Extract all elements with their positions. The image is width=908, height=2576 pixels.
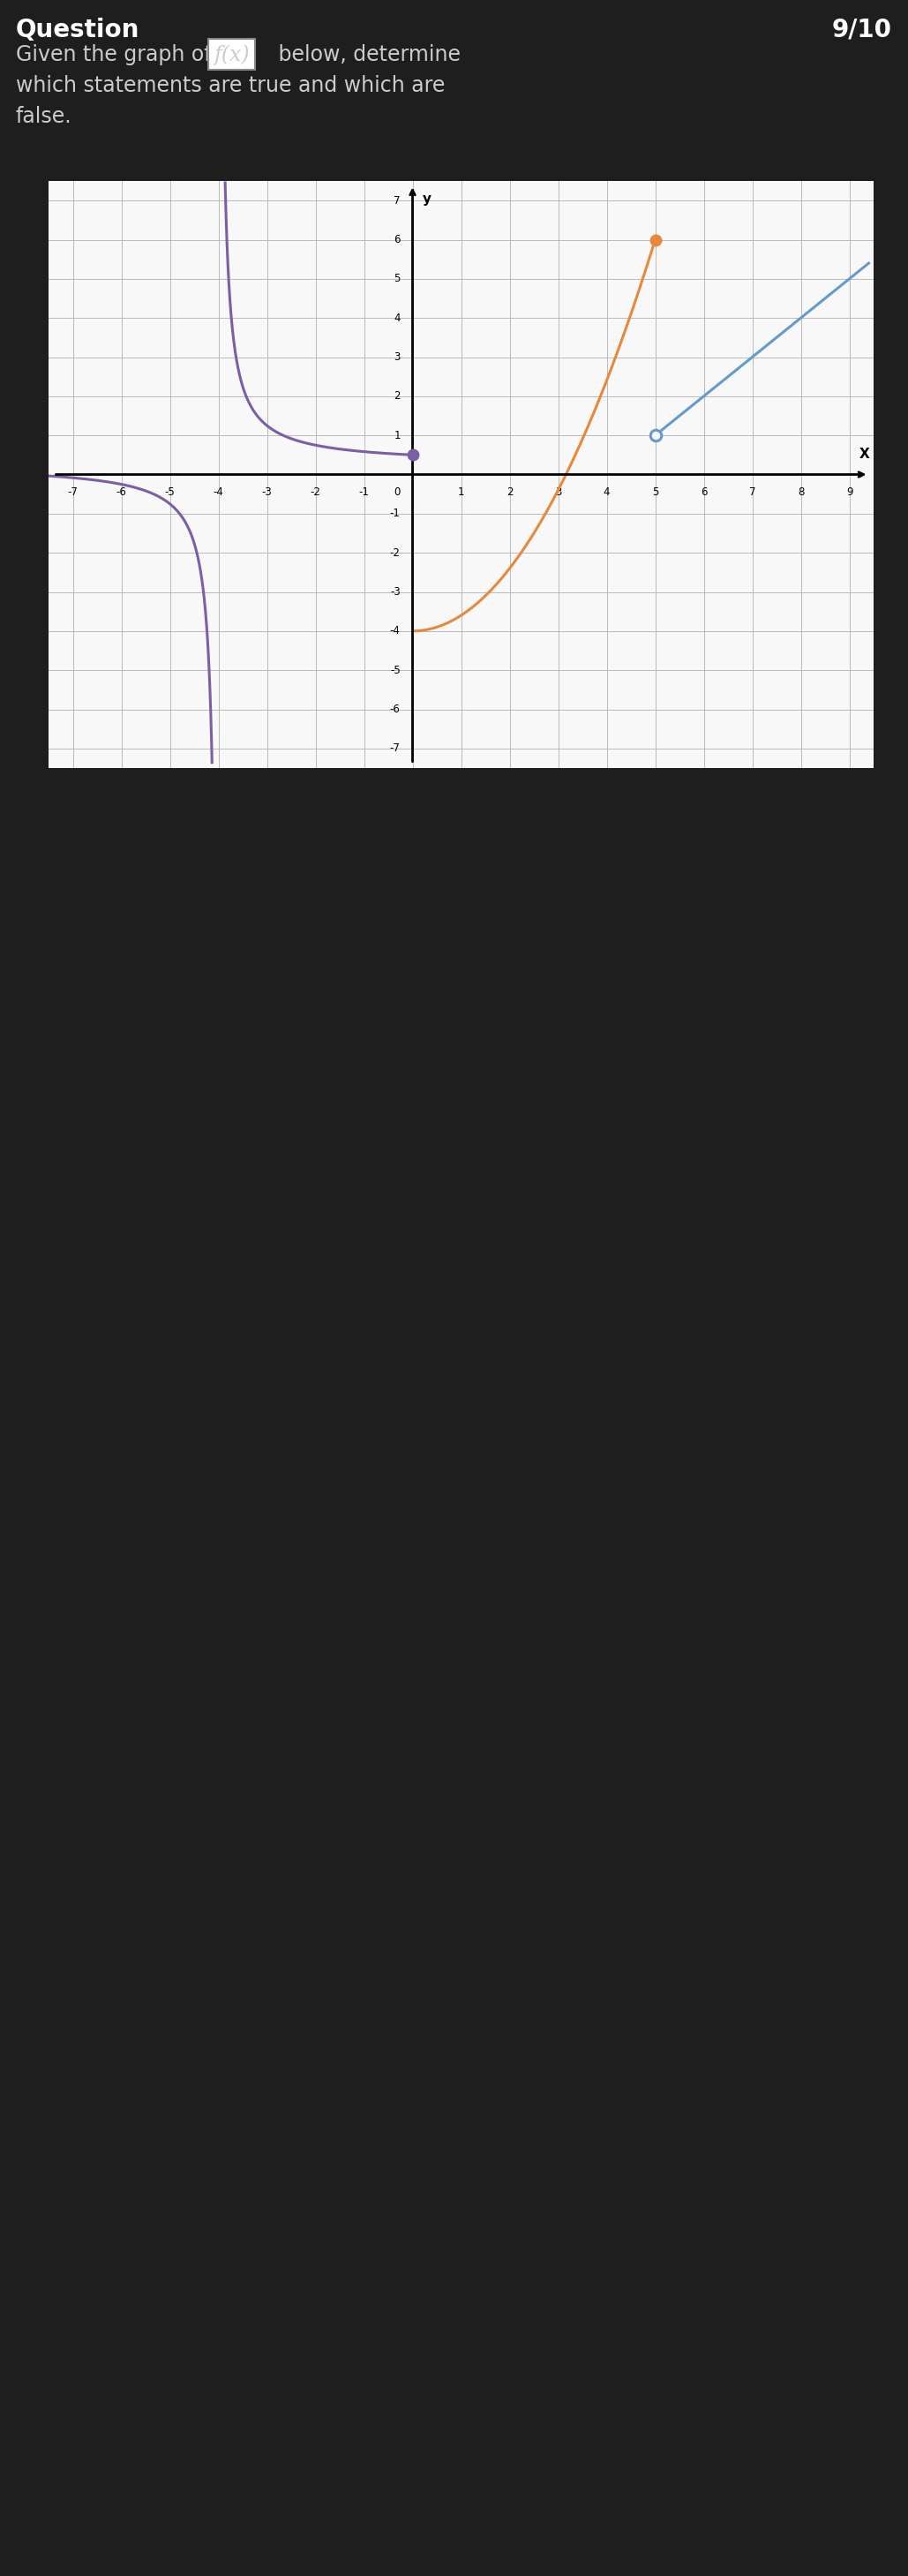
Text: false.: false. bbox=[15, 106, 72, 126]
Text: 9/10: 9/10 bbox=[832, 18, 893, 41]
Text: -2: -2 bbox=[390, 546, 400, 559]
Text: 4: 4 bbox=[603, 487, 610, 497]
Text: -2: -2 bbox=[311, 487, 321, 497]
Text: 5: 5 bbox=[394, 273, 400, 283]
Text: X: X bbox=[859, 448, 869, 461]
Text: -6: -6 bbox=[390, 703, 400, 716]
Text: Given the graph of: Given the graph of bbox=[15, 44, 218, 64]
Text: -6: -6 bbox=[116, 487, 126, 497]
Text: -3: -3 bbox=[390, 587, 400, 598]
Text: Question: Question bbox=[15, 18, 140, 41]
Text: -5: -5 bbox=[164, 487, 175, 497]
Text: 0: 0 bbox=[394, 487, 400, 497]
Text: 9: 9 bbox=[846, 487, 853, 497]
Text: 8: 8 bbox=[797, 487, 804, 497]
Text: 3: 3 bbox=[394, 350, 400, 363]
Text: -1: -1 bbox=[390, 507, 400, 520]
Text: 2: 2 bbox=[394, 392, 400, 402]
Text: -4: -4 bbox=[390, 626, 400, 636]
Text: 3: 3 bbox=[555, 487, 561, 497]
Text: f(x): f(x) bbox=[213, 44, 250, 64]
Text: which statements are true and which are: which statements are true and which are bbox=[15, 75, 445, 95]
Text: 2: 2 bbox=[507, 487, 513, 497]
Text: 7: 7 bbox=[394, 196, 400, 206]
Text: -7: -7 bbox=[67, 487, 78, 497]
Text: 7: 7 bbox=[749, 487, 755, 497]
Text: 1: 1 bbox=[394, 430, 400, 440]
Text: 6: 6 bbox=[700, 487, 707, 497]
Text: 1: 1 bbox=[458, 487, 464, 497]
Text: below, determine: below, determine bbox=[271, 44, 460, 64]
Text: 6: 6 bbox=[394, 234, 400, 245]
Text: 4: 4 bbox=[394, 312, 400, 325]
Text: -7: -7 bbox=[390, 742, 400, 755]
Text: y: y bbox=[422, 193, 431, 206]
Text: 5: 5 bbox=[652, 487, 658, 497]
Text: -4: -4 bbox=[213, 487, 223, 497]
Text: -1: -1 bbox=[359, 487, 370, 497]
Text: -3: -3 bbox=[262, 487, 272, 497]
Text: -5: -5 bbox=[390, 665, 400, 675]
